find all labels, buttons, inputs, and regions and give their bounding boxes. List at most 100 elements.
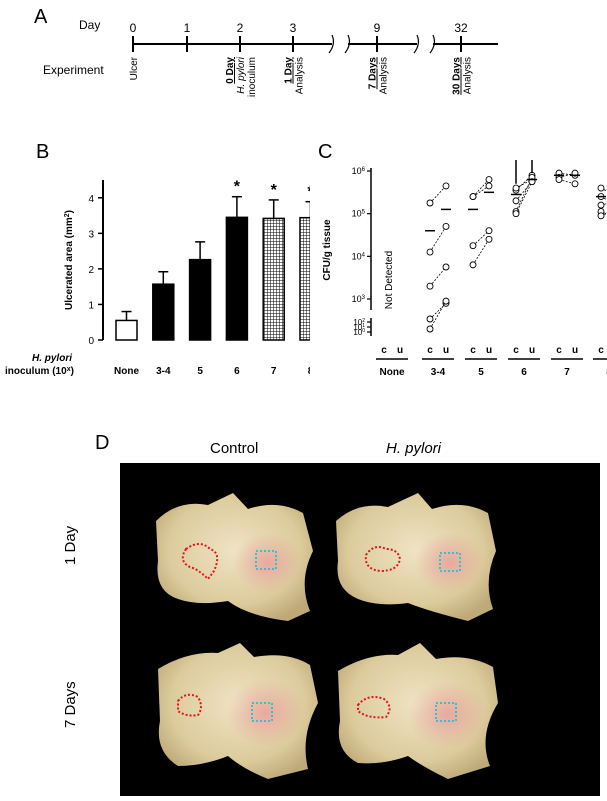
- control-area: [251, 702, 273, 722]
- data-point-c: [512, 184, 520, 192]
- data-point-c: [597, 184, 605, 192]
- y-tick-label: 0: [88, 336, 94, 347]
- category-label: 8: [308, 366, 310, 377]
- day-label: 0: [130, 21, 137, 35]
- stomach-photo-panel: [120, 463, 600, 796]
- x-axis-label-line1: H. pylori: [32, 353, 72, 364]
- event-label: Analysis: [295, 57, 306, 94]
- data-point-c: [426, 282, 434, 290]
- data-point-c: [597, 201, 605, 209]
- sub-label-c: c: [427, 345, 433, 356]
- data-point-c: [512, 210, 520, 218]
- sub-label-c: c: [470, 345, 476, 356]
- data-point-c: [469, 261, 477, 269]
- event-label: inoculum: [247, 57, 258, 97]
- category-label: 5: [197, 366, 203, 377]
- data-point-c: [426, 315, 434, 323]
- pair-line: [429, 302, 447, 320]
- y-tick-label: 103: [352, 294, 366, 304]
- sub-label-c: c: [381, 345, 387, 356]
- pair-line: [515, 177, 533, 212]
- control-area: [439, 552, 461, 572]
- stomach-control-1day: [156, 493, 313, 621]
- stomach-hpylori-1day: [336, 493, 496, 621]
- data-point-c: [426, 325, 434, 333]
- event-label: 1 Day: [284, 57, 295, 84]
- y-axis-label: Ulcerated area (mm2): [64, 210, 76, 310]
- not-detected-label: Not Detected: [384, 251, 395, 309]
- pair-line: [515, 181, 533, 202]
- event-label: 30 Days: [452, 57, 463, 95]
- data-point-u: [485, 227, 493, 235]
- axis-break: [328, 34, 335, 54]
- bar: [152, 283, 175, 341]
- pair-line: [558, 172, 576, 176]
- pair-line: [429, 266, 447, 287]
- data-point-c: [426, 248, 434, 256]
- sub-label-u: u: [486, 345, 492, 356]
- data-point-c: [555, 176, 563, 183]
- bar-chart: 0 1 2 3 4 Ulcerated area (mm2) None 3-4 5 * 6 * 7 * 8 H…: [5, 179, 310, 378]
- data-point-c: [426, 199, 434, 207]
- pair-line: [429, 226, 447, 253]
- y-tick-label: 102: [353, 318, 365, 327]
- sub-label-u: u: [397, 345, 403, 356]
- bar: [262, 217, 285, 341]
- category-label: 6: [234, 366, 240, 377]
- y-tick-label: 104: [352, 251, 366, 261]
- event-label: Analysis: [379, 57, 390, 94]
- stomach-control-7days: [158, 643, 318, 779]
- ulcer-outline: [357, 696, 391, 719]
- event-label: Analysis: [463, 57, 474, 94]
- day-label: 9: [374, 21, 381, 35]
- data-point-c: [469, 242, 477, 250]
- stomach-photos: [156, 493, 498, 779]
- x-axis-label-line2: inoculum (10x): [5, 366, 74, 378]
- day-label: 1: [184, 21, 191, 35]
- pair-line: [558, 172, 576, 178]
- day-label: 32: [454, 21, 468, 35]
- row-label-7days: 7 Days: [62, 681, 79, 728]
- data-point-u: [485, 176, 493, 183]
- category-label: 3-4: [156, 366, 171, 377]
- control-area: [255, 550, 277, 570]
- panel-d-letter: D: [95, 432, 110, 454]
- ulcer-outline: [181, 543, 219, 581]
- panel-a-letter: A: [34, 6, 48, 28]
- data-point-c: [597, 212, 605, 220]
- ulcer-outline: [364, 546, 402, 573]
- category-label: None: [114, 366, 139, 377]
- pair-line: [472, 230, 490, 246]
- sub-label-u: u: [572, 345, 578, 356]
- y-tick-label: 4: [88, 194, 94, 205]
- day-label: 2: [237, 21, 244, 35]
- y-tick-label: 1: [88, 300, 94, 311]
- panel-c-letter: C: [318, 141, 333, 163]
- data-point-c: [512, 197, 520, 205]
- bar: [225, 216, 249, 341]
- y-tick-label: 105: [352, 209, 366, 219]
- stomach-hpylori-7days: [338, 643, 498, 779]
- data-point-u: [442, 297, 450, 305]
- data-point-u: [442, 223, 450, 230]
- group-label: 5: [478, 367, 484, 378]
- pair-line: [429, 300, 447, 330]
- event-label: Ulcer: [129, 56, 140, 80]
- y-axis-label: CFU/g tissue: [322, 219, 333, 281]
- group-label: 7: [564, 367, 570, 378]
- y-tick-label: 101: [353, 323, 365, 332]
- pair-line: [558, 179, 576, 185]
- axis-break: [344, 34, 351, 54]
- column-label-hpylori: H. pylori: [386, 440, 442, 457]
- pair-line: [472, 179, 490, 197]
- row-label-1day: 1 Day: [62, 525, 79, 565]
- pair-line: [429, 185, 447, 204]
- group-label: 6: [521, 367, 527, 378]
- group-label: None: [380, 367, 405, 378]
- significance-star: *: [307, 184, 310, 201]
- significance-star: *: [271, 182, 278, 199]
- data-point-u: [442, 263, 450, 271]
- sub-label-c: c: [556, 345, 562, 356]
- event-label: H. pylori: [236, 56, 247, 93]
